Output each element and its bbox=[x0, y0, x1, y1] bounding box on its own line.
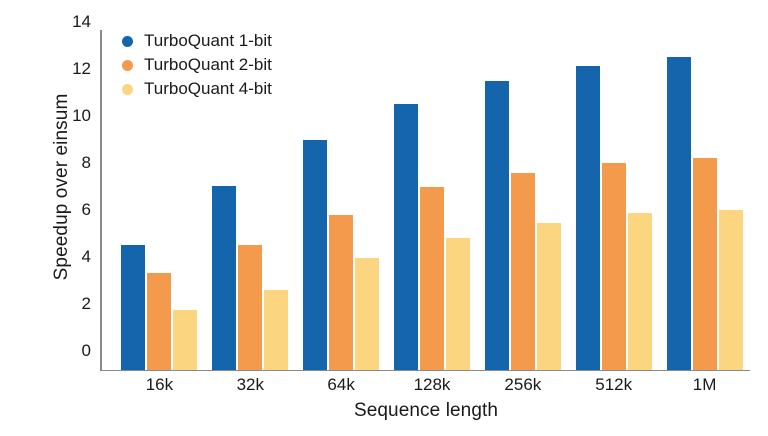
bar bbox=[238, 244, 263, 370]
bar bbox=[212, 186, 237, 370]
bar-group bbox=[575, 29, 652, 370]
bar bbox=[536, 222, 561, 370]
legend-label: TurboQuant 4-bit bbox=[144, 79, 272, 98]
bar-group bbox=[121, 29, 198, 370]
x-tick-label: 128k bbox=[413, 375, 451, 394]
legend-item: TurboQuant 2-bit bbox=[122, 54, 272, 76]
bar bbox=[510, 173, 535, 370]
y-tick-label: 0 bbox=[81, 341, 91, 360]
y-tick-label: 14 bbox=[72, 11, 91, 31]
x-tick-label: 512k bbox=[595, 375, 633, 394]
y-axis-label: Speedup over einsum bbox=[51, 93, 72, 281]
bar-group bbox=[394, 29, 470, 370]
bar bbox=[173, 309, 198, 370]
legend-label: TurboQuant 2-bit bbox=[144, 55, 272, 74]
bar bbox=[147, 273, 172, 370]
y-tick-label: 10 bbox=[72, 105, 91, 125]
legend-marker-dot-icon bbox=[122, 59, 133, 71]
bar bbox=[355, 257, 380, 370]
bar-group bbox=[212, 29, 289, 370]
legend-item: TurboQuant 4-bit bbox=[122, 78, 272, 100]
bar bbox=[446, 237, 470, 370]
bar bbox=[303, 140, 328, 370]
bar-group bbox=[666, 29, 743, 370]
x-axis-line bbox=[100, 369, 750, 371]
bar bbox=[666, 56, 691, 370]
y-tick-label: 8 bbox=[81, 152, 91, 172]
bar-group bbox=[484, 29, 561, 370]
y-tick-label: 6 bbox=[81, 199, 91, 219]
legend-label: TurboQuant 1-bit bbox=[144, 31, 272, 50]
x-tick-label: 256k bbox=[504, 375, 542, 394]
x-tick-label: 1M bbox=[692, 375, 717, 394]
bar bbox=[601, 162, 626, 370]
bar bbox=[627, 213, 652, 370]
x-tick-label: 16k bbox=[145, 375, 174, 394]
plot-area: 0 2 4 6 8 10 12 14 16k 32k 64k 128k 256k 512k 1M bbox=[72, 12, 750, 394]
x-tick-label: 32k bbox=[236, 375, 264, 394]
bar bbox=[394, 103, 418, 370]
legend: TurboQuant 1-bit TurboQuant 2-bit TurboQua… bbox=[122, 30, 272, 102]
x-tick-label: 64k bbox=[327, 375, 355, 394]
bar bbox=[575, 66, 600, 370]
bar bbox=[420, 187, 444, 370]
bar bbox=[264, 289, 289, 370]
x-axis-label: Sequence length bbox=[353, 400, 499, 421]
y-tick-label: 12 bbox=[72, 58, 91, 78]
bar-group bbox=[303, 29, 380, 370]
bar bbox=[329, 215, 354, 370]
y-tick-label: 4 bbox=[81, 246, 91, 266]
legend-marker-dot-icon bbox=[122, 35, 133, 47]
bar bbox=[692, 157, 717, 370]
bar bbox=[718, 209, 743, 370]
legend-marker-dot-icon bbox=[122, 83, 133, 95]
bar bbox=[484, 81, 509, 370]
legend-item: TurboQuant 1-bit bbox=[122, 30, 272, 52]
y-tick-label: 2 bbox=[81, 293, 91, 313]
y-axis-line bbox=[100, 30, 102, 371]
bar bbox=[121, 244, 146, 370]
